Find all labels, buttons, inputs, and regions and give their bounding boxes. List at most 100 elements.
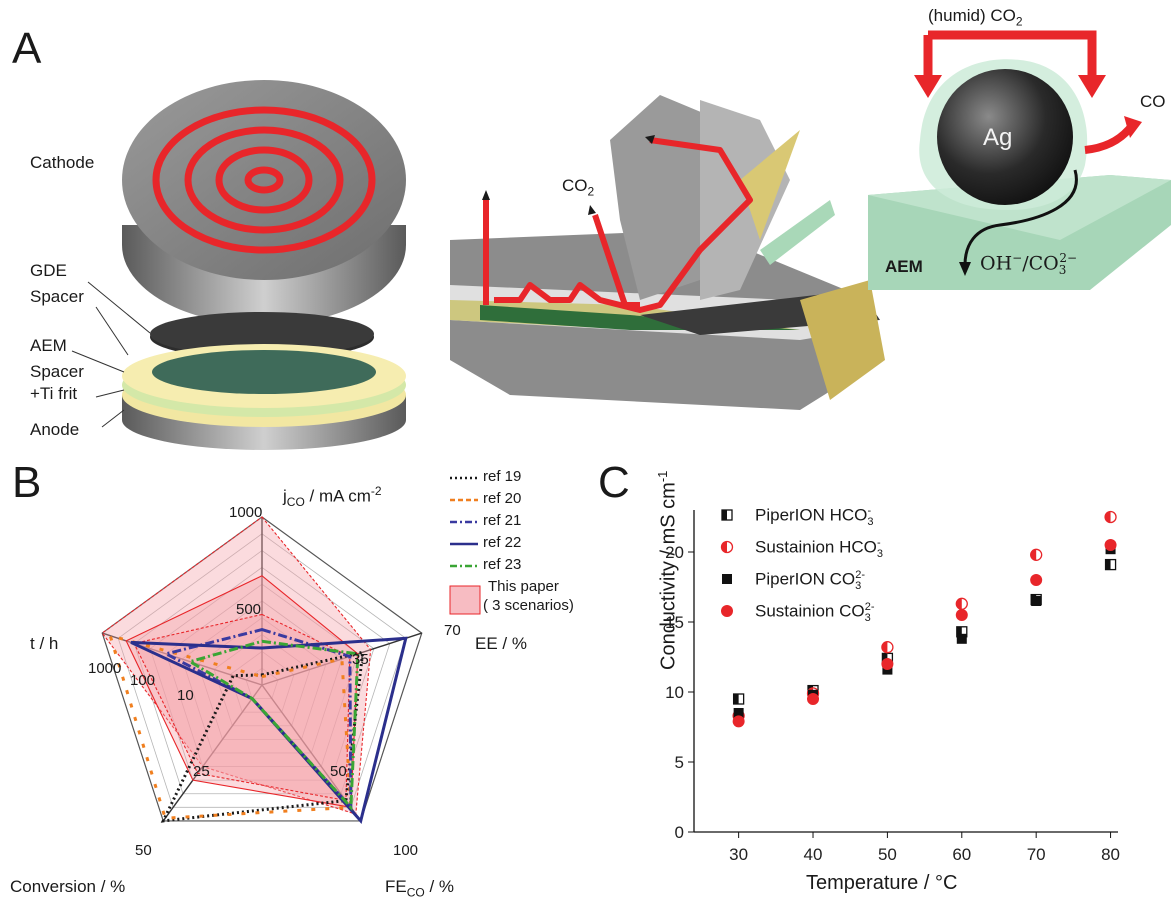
scatter-point-series-1: [955, 597, 968, 610]
panel-a: [71, 30, 1171, 450]
scatter-point-series-2: [956, 633, 967, 644]
radar-grid-ring: [133, 550, 391, 795]
marker-fill: [722, 510, 727, 520]
scatter-x-tick-label: 30: [729, 845, 748, 864]
spacer-ti-label: Spacer: [30, 362, 84, 381]
radar-axis-label-jco: jCO / mA cm-2: [283, 484, 382, 510]
cathode-label: Cathode: [30, 153, 95, 172]
radar-legend-ref23: ref 23: [483, 556, 522, 573]
scatter-y-tick-label: 5: [675, 753, 684, 772]
radar-chart: [101, 476, 481, 825]
scatter-point-series-2: [1031, 596, 1042, 606]
gde-label: GDE: [30, 261, 67, 280]
radar-axis-label-conversion: Conversion / %: [10, 877, 126, 896]
scatter-legend-marker-1: [720, 540, 734, 554]
scatter-xlabel: Temperature / °C: [806, 872, 958, 894]
ag-particle-scheme: [868, 30, 1171, 290]
panel-a-letter: A: [12, 24, 42, 73]
scatter-y-tick-label: 0: [675, 823, 684, 842]
scatter-y-tick-label: 10: [665, 683, 684, 702]
marker-fill: [721, 541, 727, 553]
radar-grid-ring: [213, 634, 311, 727]
ag-label: Ag: [983, 124, 1013, 151]
scatter-point-series-1: [1030, 548, 1043, 561]
radar-tick-jco-500: 500: [236, 601, 262, 618]
radar-tick-fe-100: 100: [393, 842, 419, 859]
scatter-legend-sustainion-co3: Sustainion CO32-: [755, 601, 875, 625]
radar-legend-this-paper: This paper: [488, 578, 559, 595]
scatter-y-tick-label: 15: [665, 613, 684, 632]
scatter-legend-marker-0: [721, 509, 733, 521]
marker-fill: [1105, 511, 1111, 523]
scatter-x-tick-label: 50: [878, 845, 897, 864]
marker-fill: [956, 626, 962, 637]
radar-legend-ref20: ref 20: [483, 490, 522, 507]
scatter-x-tick-label: 60: [952, 845, 971, 864]
radar-legend-ref19: ref 19: [483, 468, 522, 485]
radar-tick-t-1000: 1000: [88, 660, 122, 677]
membrane-stack: [122, 344, 406, 450]
scatter-y-tick-label: 20: [665, 543, 684, 562]
scatter-legend-marker-2: [722, 574, 732, 584]
radar-tick-t-100: 100: [130, 672, 156, 689]
radar-legend-this-paper-note: ( 3 scenarios): [483, 597, 574, 614]
scatter-point-series-0: [732, 693, 745, 705]
panel-b-letter: B: [12, 458, 42, 507]
aem-label: AEM: [30, 336, 67, 355]
radar-grid-ring: [229, 650, 295, 713]
marker-fill: [1030, 549, 1037, 561]
ion-label: OH−/CO32−: [980, 251, 1078, 278]
scatter-point-series-3: [807, 693, 820, 705]
scatter-legend-piperion-hco3: PiperION HCO3-: [755, 505, 874, 529]
radar-tick-t-10: 10: [177, 687, 194, 704]
radar-series-ref-22: [130, 636, 408, 825]
scatter-point-series-3: [881, 658, 894, 670]
scatter-point-series-3: [1104, 539, 1117, 551]
scatter-ylabel: Conductivity / mS cm-1: [655, 470, 680, 670]
scatter-point-series-0: [1104, 558, 1117, 571]
scatter-legend-piperion-co3: PiperION CO32-: [755, 569, 866, 593]
marker-fill: [1105, 559, 1111, 570]
scatter-point-series-3: [1030, 574, 1043, 586]
co-product-label: CO: [1140, 92, 1166, 111]
scatter-legend-sustainion-hco3: Sustainion HCO3-: [755, 537, 884, 561]
radar-tick-fe-50: 50: [330, 763, 347, 780]
marker-fill: [881, 641, 888, 653]
scatter-chart: 30 40 50 60 70 80 0 5 10 15 20: [665, 509, 1120, 864]
radar-legend-swatch-this-paper: [449, 585, 481, 615]
radar-tick-ee-70: 70: [444, 622, 461, 639]
radar-legend-ref21: ref 21: [483, 512, 522, 529]
scatter-legend-marker-3: [721, 605, 733, 617]
radar-series-ref-23: [186, 639, 360, 812]
humid-co2-label: (humid) CO2: [928, 6, 1023, 29]
panel-c-letter: C: [598, 458, 630, 507]
scatter-x-tick-label: 70: [1027, 845, 1046, 864]
radar-tick-ee-35: 35: [352, 651, 369, 668]
marker-fill: [882, 653, 888, 664]
anode-label: Anode: [30, 420, 80, 439]
radar-axis-label-time: t / h: [30, 634, 59, 653]
marker-fill: [956, 598, 962, 610]
radar-this-paper-scenario: [101, 516, 372, 815]
radar-axis-label-fe: FECO / %: [385, 877, 455, 900]
aem-block-label: AEM: [885, 257, 923, 276]
radar-legend-ref22: ref 22: [483, 534, 522, 551]
spacer-label: Spacer: [30, 287, 84, 306]
scatter-x-tick-label: 80: [1101, 845, 1120, 864]
a-leader-lines: [71, 281, 151, 428]
scatter-x-tick-label: 40: [804, 845, 823, 864]
radar-axis-spoke: [261, 632, 422, 686]
marker-fill: [733, 694, 739, 704]
ti-frit-label: +Ti frit: [30, 384, 78, 403]
radar-tick-jco-1000: 1000: [229, 504, 263, 521]
scatter-point-series-2: [733, 708, 744, 718]
radar-axis-spoke: [102, 632, 263, 686]
cell-cross-section: [450, 95, 885, 410]
scatter-point-series-3: [955, 609, 968, 621]
scatter-point-series-1: [1104, 510, 1117, 524]
radar-axis-label-ee: EE / %: [475, 634, 527, 653]
scatter-point-series-1: [881, 641, 894, 654]
scatter-point-series-3: [732, 715, 745, 728]
cathode-plate: [122, 80, 406, 325]
